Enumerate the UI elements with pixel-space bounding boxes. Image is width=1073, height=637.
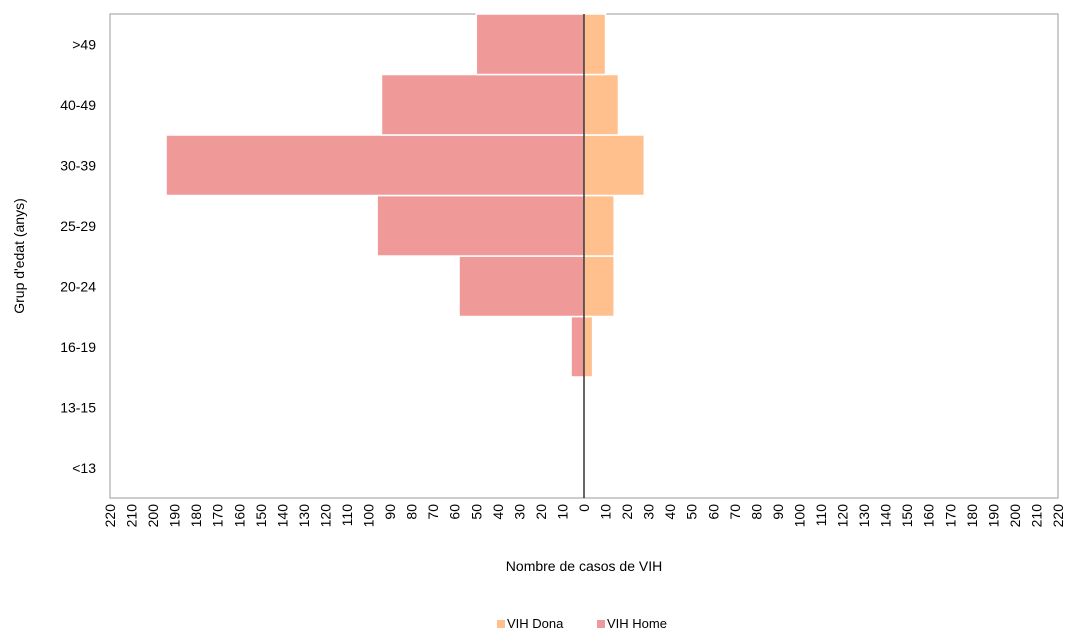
x-tick-label: 150: [253, 504, 269, 528]
x-tick-label: 60: [705, 504, 721, 520]
x-tick-label: 60: [447, 504, 463, 520]
x-tick-label: 30: [641, 504, 657, 520]
x-tick-label: 130: [856, 504, 872, 528]
x-tick-label: 220: [1050, 504, 1066, 528]
x-tick-label: 110: [339, 504, 355, 527]
bar-series1->49: [475, 13, 585, 76]
y-category-label: 40-49: [60, 97, 96, 113]
y-category-label: 30-39: [60, 157, 96, 173]
x-tick-label: 190: [167, 504, 183, 528]
x-tick-label: 110: [813, 504, 829, 527]
y-category-label: 13-15: [60, 399, 96, 415]
x-tick-label: 130: [296, 504, 312, 528]
legend-swatch: [497, 620, 505, 628]
x-tick-label: 140: [878, 504, 894, 528]
legend-label: VIH Dona: [507, 616, 564, 631]
y-category-label: 16-19: [60, 339, 96, 355]
bar-series0->49: [583, 13, 607, 76]
x-tick-label: 0: [576, 504, 592, 512]
x-tick-label: 10: [598, 504, 614, 520]
x-tick-label: 140: [274, 504, 290, 528]
bar-series0-20-24: [583, 255, 615, 318]
bar-series1-25-29: [376, 194, 585, 257]
x-tick-label: 40: [662, 504, 678, 520]
bars-group: [165, 13, 646, 378]
x-tick-label: 220: [102, 504, 118, 528]
y-axis-title: Grup d'edat (anys): [11, 198, 27, 314]
x-tick-label: 80: [748, 504, 764, 520]
x-tick-label: 100: [361, 504, 377, 528]
bar-series1-20-24: [458, 255, 585, 318]
x-tick-label: 190: [985, 504, 1001, 528]
x-tick-label: 180: [188, 504, 204, 528]
x-tick-label: 70: [425, 504, 441, 520]
x-tick-label: 50: [684, 504, 700, 520]
x-tick-label: 20: [533, 504, 549, 520]
x-tick-label: 90: [770, 504, 786, 520]
x-tick-label: 160: [921, 504, 937, 528]
y-category-labels: <13 13-15 16-19 20-24 25-29 30-39 40-49 >49: [60, 36, 96, 476]
y-category-label: <13: [72, 460, 96, 476]
legend-swatch: [597, 620, 605, 628]
x-tick-label: 90: [382, 504, 398, 520]
y-category-label: 25-29: [60, 218, 96, 234]
x-tick-label: 20: [619, 504, 635, 520]
bar-series1-40-49: [380, 73, 585, 136]
bar-series0-40-49: [583, 73, 620, 136]
x-tick-label: 200: [145, 504, 161, 528]
x-tick-label: 200: [1007, 504, 1023, 528]
bar-series0-30-39: [583, 134, 646, 197]
legend-label: VIH Home: [607, 616, 667, 631]
bar-series0-25-29: [583, 194, 615, 257]
x-tick-label: 70: [727, 504, 743, 520]
bar-series1-30-39: [165, 134, 585, 197]
x-tick-label: 30: [511, 504, 527, 520]
x-tick-label: 170: [210, 504, 226, 528]
x-tick-label: 10: [554, 504, 570, 520]
x-tick-label: 50: [468, 504, 484, 520]
legend: VIH Dona VIH Home: [497, 616, 667, 631]
x-tick-label: 40: [490, 504, 506, 520]
x-tick-label: 210: [124, 504, 140, 528]
x-tick-label: 120: [835, 504, 851, 528]
y-category-label: >49: [72, 36, 96, 52]
x-tick-label: 150: [899, 504, 915, 528]
x-tick-label: 160: [231, 504, 247, 528]
x-tick-label: 100: [791, 504, 807, 528]
x-tick-label: 120: [317, 504, 333, 528]
x-axis-title: Nombre de casos de VIH: [506, 558, 662, 574]
x-tick-label: 80: [404, 504, 420, 520]
bar-series1-16-19: [570, 315, 585, 378]
bar-series0-16-19: [583, 315, 594, 378]
x-tick-labels: 220 210 200 190 180 170 160 150 140 130 120 110 100 9…: [102, 504, 1066, 528]
x-tick-label: 170: [942, 504, 958, 528]
y-category-label: 20-24: [60, 278, 96, 294]
x-tick-label: 180: [964, 504, 980, 528]
x-tick-label: 210: [1028, 504, 1044, 528]
